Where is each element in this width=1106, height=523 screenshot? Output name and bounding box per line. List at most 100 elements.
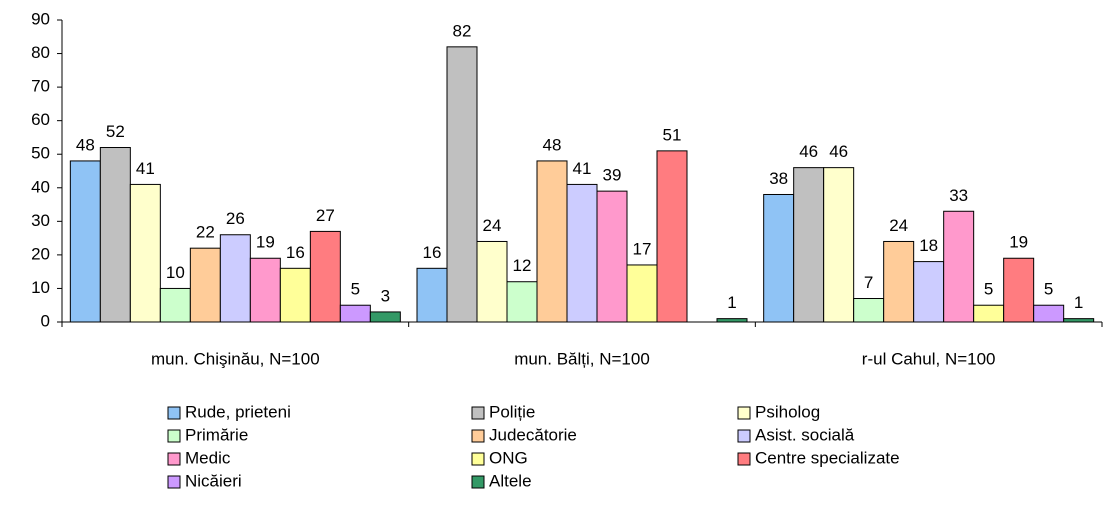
data-label: 24 (889, 216, 908, 235)
data-label: 1 (1074, 293, 1083, 312)
data-label: 5 (351, 280, 360, 299)
bar (716, 318, 748, 323)
data-label: 19 (256, 233, 275, 252)
data-label: 27 (316, 206, 335, 225)
data-label: 26 (226, 209, 245, 228)
data-label: 22 (196, 223, 215, 242)
data-label: 51 (663, 125, 682, 144)
y-tick-label: 0 (41, 311, 50, 330)
legend-label: Altele (489, 471, 532, 490)
legend-label: Asist. socială (755, 425, 855, 444)
bar (446, 46, 478, 323)
data-label: 24 (483, 216, 502, 235)
legend-swatch (167, 406, 181, 420)
y-tick-label: 60 (31, 110, 50, 129)
y-tick-label: 30 (31, 211, 50, 230)
bar (626, 264, 658, 323)
y-tick-label: 80 (31, 43, 50, 62)
bar (536, 160, 568, 323)
legend-swatch (737, 429, 751, 443)
bar (596, 190, 628, 323)
legend-swatch (471, 475, 485, 489)
data-label: 16 (286, 243, 305, 262)
data-label: 3 (381, 286, 390, 305)
bar (1063, 318, 1095, 323)
legend-label: Rude, prieteni (185, 402, 291, 421)
data-label: 82 (453, 21, 472, 40)
y-tick-label: 40 (31, 177, 50, 196)
data-label: 1 (727, 293, 736, 312)
data-label: 38 (769, 169, 788, 188)
x-tick-label: mun. Chişinău, N=100 (151, 349, 320, 368)
data-label: 18 (919, 236, 938, 255)
bar (129, 183, 161, 323)
legend-label: Poliție (489, 402, 535, 421)
bar (1033, 304, 1065, 323)
bar (416, 267, 448, 323)
bar (279, 267, 311, 323)
bar (823, 167, 855, 323)
data-label: 48 (76, 135, 95, 154)
bar (793, 167, 825, 323)
legend-label: Medic (185, 448, 231, 467)
y-tick-label: 50 (31, 144, 50, 163)
data-label: 10 (166, 263, 185, 282)
bar (913, 261, 945, 323)
bar (943, 210, 975, 323)
legend-label: Centre specializate (755, 448, 900, 467)
legend-swatch (167, 475, 181, 489)
data-label: 16 (423, 243, 442, 262)
data-label: 17 (633, 239, 652, 258)
bar (159, 287, 191, 323)
data-label: 46 (829, 142, 848, 161)
bar (69, 160, 101, 323)
data-label: 46 (799, 142, 818, 161)
data-label: 33 (949, 186, 968, 205)
legend-swatch (737, 406, 751, 420)
bar (566, 183, 598, 323)
bar (883, 240, 915, 323)
data-label: 7 (864, 273, 873, 292)
data-label: 39 (603, 166, 622, 185)
data-label: 5 (1044, 280, 1053, 299)
data-label: 5 (984, 280, 993, 299)
legend-label: Psiholog (755, 402, 820, 421)
bar (763, 193, 795, 323)
legend-swatch (471, 429, 485, 443)
legend-swatch (167, 429, 181, 443)
y-tick-label: 10 (31, 278, 50, 297)
bar (369, 311, 401, 323)
legend-label: Primărie (185, 425, 248, 444)
bar (339, 304, 371, 323)
legend-label: ONG (489, 448, 528, 467)
bar (973, 304, 1005, 323)
bar (189, 247, 221, 323)
bar (249, 257, 281, 323)
y-tick-label: 90 (31, 9, 50, 28)
y-tick-label: 70 (31, 77, 50, 96)
legend-label: Judecătorie (489, 425, 577, 444)
bar (99, 147, 131, 323)
data-label: 19 (1009, 233, 1028, 252)
x-tick-label: mun. Bălți, N=100 (514, 349, 650, 368)
bar (656, 150, 688, 323)
data-label: 48 (543, 135, 562, 154)
bar (506, 281, 538, 323)
legend-label: Nicăieri (185, 471, 242, 490)
legend-swatch (471, 452, 485, 466)
y-tick-label: 20 (31, 244, 50, 263)
bar (219, 234, 251, 323)
legend-swatch (471, 406, 485, 420)
bar (476, 240, 508, 323)
bar (1003, 257, 1035, 323)
data-label: 41 (136, 159, 155, 178)
bar (309, 230, 341, 323)
data-label: 41 (573, 159, 592, 178)
legend-swatch (737, 452, 751, 466)
data-label: 12 (513, 256, 532, 275)
bar (853, 298, 885, 323)
x-tick-label: r-ul Cahul, N=100 (862, 349, 996, 368)
legend-swatch (167, 452, 181, 466)
data-label: 52 (106, 122, 125, 141)
